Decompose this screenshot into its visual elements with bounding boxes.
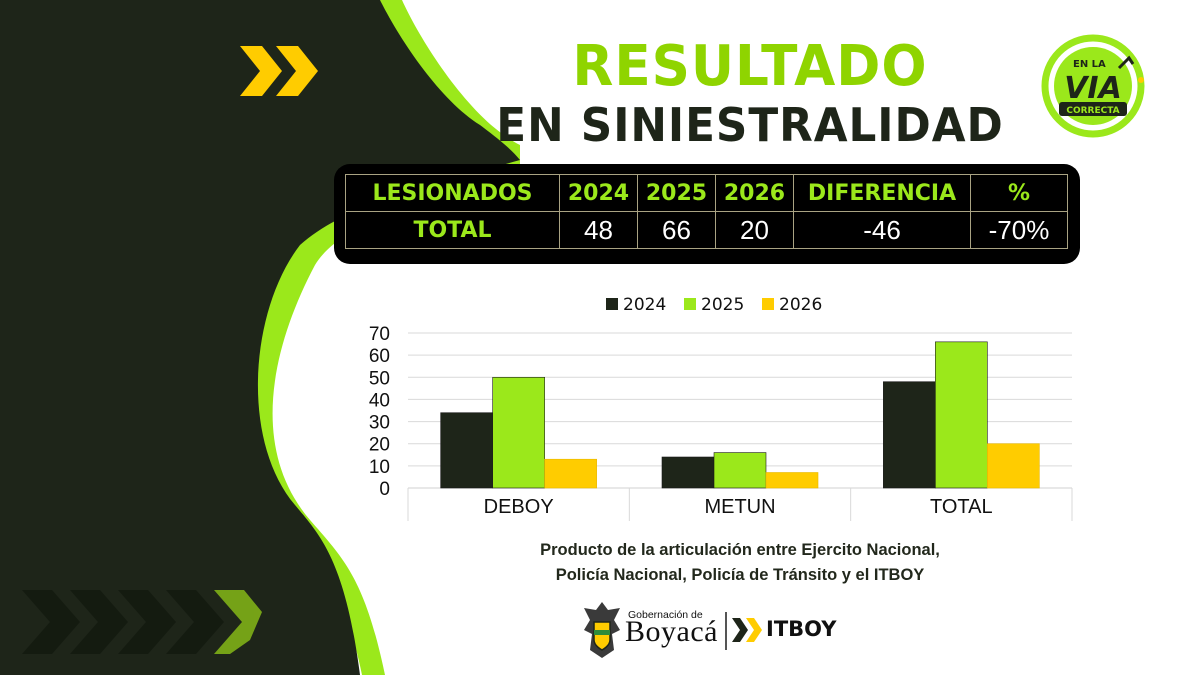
header-cell: %: [970, 174, 1068, 212]
caption-line-2: Policía Nacional, Policía de Tránsito y …: [555, 566, 925, 584]
y-tick-label: 0: [379, 479, 390, 500]
results-table: LESIONADOS 2024 2025 2026 DIFERENCIA % T…: [345, 174, 1068, 249]
legend-label-2024: 2024: [623, 295, 666, 315]
table-row: TOTAL 48 66 20 -46 -70%: [345, 211, 1068, 249]
table-cell: 48: [559, 211, 638, 249]
chevron-icon-top: [240, 46, 318, 96]
gov-big-text: Boyacá: [625, 615, 718, 648]
gov-small-text: Gobernación de: [628, 609, 703, 621]
bar-deboy-2025: [492, 376, 545, 489]
header-cell: 2026: [715, 174, 794, 212]
table-cell: -70%: [970, 211, 1068, 249]
y-tick-label: 70: [369, 324, 390, 345]
row-label: TOTAL: [345, 211, 560, 249]
y-tick-label: 40: [369, 390, 390, 411]
y-tick-label: 60: [369, 346, 390, 367]
chevron-icon-bottom: [22, 590, 262, 654]
caption-line-1: Producto de la articulación entre Ejerci…: [540, 541, 940, 559]
footer-divider: [725, 612, 727, 650]
legend-label-2026: 2026: [779, 295, 822, 315]
itboy-chevron-icon: [732, 618, 762, 642]
x-tick-label: METUN: [704, 496, 775, 518]
header-cell: LESIONADOS: [345, 174, 560, 212]
legend-swatch-2026: [762, 298, 774, 310]
header-cell: DIFERENCIA: [793, 174, 971, 212]
logo-top-text: EN LA: [1073, 59, 1106, 70]
table-header-row: LESIONADOS 2024 2025 2026 DIFERENCIA %: [345, 174, 1068, 212]
bar-deboy-2026: [544, 458, 597, 489]
logo-banner-text: CORRECTA: [1066, 106, 1119, 116]
y-tick-label: 20: [369, 435, 390, 456]
en-la-via-correcta-logo: EN LA VIA CORRECTA: [1041, 34, 1145, 138]
bar-total-2025: [935, 341, 988, 489]
bar-deboy-2024: [440, 412, 493, 489]
table-cell: 66: [637, 211, 716, 249]
x-tick-label: DEBOY: [484, 496, 554, 518]
legend-label-2025: 2025: [701, 295, 744, 315]
y-tick-label: 30: [369, 413, 390, 434]
boyaca-crest-icon: [584, 602, 620, 658]
bar-metun-2025: [713, 452, 767, 489]
title-line-1: RESULTADO: [572, 34, 928, 99]
footer-logos: Gobernación de Boyacá ITBOY: [580, 600, 840, 660]
legend-swatch-2025: [684, 298, 696, 310]
title-line-2: EN SINIESTRALIDAD: [496, 98, 1004, 152]
bar-metun-2024: [661, 456, 715, 489]
caption: Producto de la articulación entre Ejerci…: [450, 538, 1030, 588]
bar-total-2026: [987, 443, 1040, 489]
bar-total-2024: [883, 381, 936, 489]
legend-swatch-2024: [606, 298, 618, 310]
itboy-text: ITBOY: [766, 617, 837, 641]
bar-metun-2026: [765, 472, 819, 489]
header-cell: 2025: [637, 174, 716, 212]
logo-main-text: VIA: [1064, 71, 1122, 106]
header-cell: 2024: [559, 174, 638, 212]
table-cell: 20: [715, 211, 794, 249]
table-cell: -46: [793, 211, 971, 249]
x-tick-label: TOTAL: [930, 496, 993, 518]
y-tick-label: 10: [369, 457, 390, 478]
y-tick-label: 50: [369, 368, 390, 389]
